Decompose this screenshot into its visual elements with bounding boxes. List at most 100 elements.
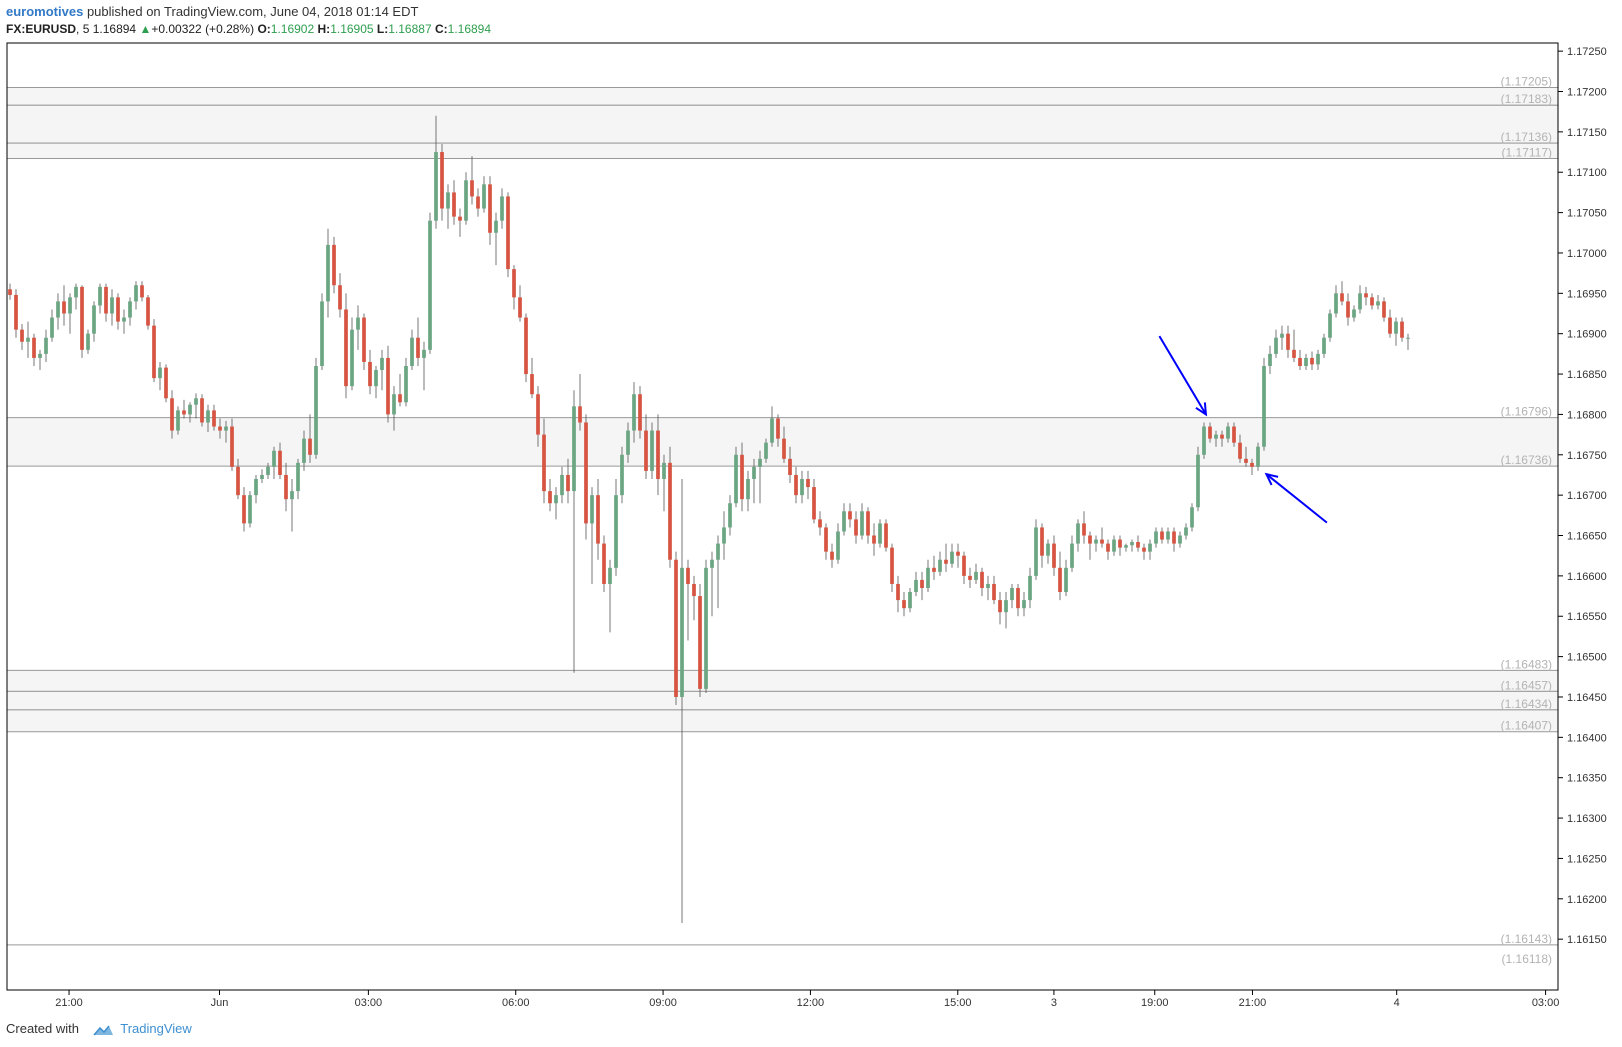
price-change: +0.00322 (+0.28%)	[151, 22, 255, 36]
candle-body	[902, 600, 906, 609]
candle-body	[1256, 446, 1260, 467]
arrow-head	[1264, 472, 1279, 486]
candle-body	[1160, 531, 1164, 540]
interval: 5	[82, 22, 90, 36]
candle-body	[950, 551, 954, 564]
candle-body	[1100, 539, 1104, 544]
candle	[1070, 535, 1074, 572]
candle-body	[1298, 357, 1302, 366]
candle	[1028, 567, 1032, 609]
candle-body	[1214, 434, 1218, 439]
footer: Created with TradingView	[6, 1020, 192, 1038]
annotation-arrow-1[interactable]	[1264, 472, 1328, 524]
candle-body	[1016, 587, 1020, 609]
candle	[200, 394, 204, 427]
candle	[434, 115, 438, 229]
candle-body	[1076, 523, 1080, 544]
candle-body	[320, 301, 324, 366]
candle-body	[1400, 321, 1404, 338]
candle	[218, 418, 222, 439]
candle	[176, 406, 180, 435]
candle-body	[794, 474, 798, 496]
arrow-shaft	[1158, 335, 1207, 415]
candle-body	[392, 394, 396, 415]
candle	[404, 357, 408, 407]
candle	[1364, 286, 1368, 306]
candle	[1082, 511, 1086, 544]
candle-body	[1244, 458, 1248, 463]
annotation-arrow-0[interactable]	[1158, 335, 1208, 417]
author-link[interactable]: euromotives	[6, 4, 84, 19]
plot-area-border	[6, 42, 1559, 991]
candle-body	[704, 567, 708, 689]
candle-body	[1292, 349, 1296, 358]
candle-body	[1208, 426, 1212, 439]
candle	[1016, 583, 1020, 617]
candle	[56, 293, 60, 330]
candle-body	[818, 519, 822, 528]
candle	[1340, 281, 1344, 306]
candle	[1388, 309, 1392, 338]
candle	[194, 393, 198, 419]
candle	[1088, 531, 1092, 560]
candle-body	[380, 357, 384, 371]
candle	[1100, 527, 1104, 548]
candle-body	[152, 325, 156, 379]
candle	[1172, 527, 1176, 552]
candle-body	[62, 301, 66, 314]
candle-body	[1202, 426, 1206, 455]
candle-body	[212, 410, 216, 427]
candle	[1238, 434, 1242, 463]
candle-body	[824, 527, 828, 552]
candle	[224, 420, 228, 443]
candle	[1280, 325, 1284, 350]
candle	[1058, 551, 1062, 601]
tradingview-link[interactable]: TradingView	[120, 1021, 192, 1036]
candle	[1136, 535, 1140, 552]
candle-body	[206, 410, 210, 423]
candle	[1382, 297, 1386, 322]
candle-body	[188, 404, 192, 415]
price-tick-label: 1.16850	[1567, 369, 1607, 381]
high-label: H:	[317, 22, 331, 36]
candle	[362, 313, 366, 371]
candle-body	[1196, 454, 1200, 508]
candle-body	[1238, 442, 1242, 459]
candle	[1286, 325, 1290, 358]
candle	[1274, 329, 1278, 358]
zone-0	[7, 87, 1558, 106]
price-tick-label: 1.16800	[1567, 409, 1607, 421]
candle	[998, 592, 1002, 625]
candle	[932, 555, 936, 580]
candle	[1376, 294, 1380, 310]
level-label: (1.17117)	[1502, 146, 1552, 160]
price-axis[interactable]: 1.17250 1.17200 1.17150 1.17100 1.17050 1.170…	[1558, 46, 1607, 946]
candle	[992, 575, 996, 605]
candle	[20, 324, 24, 350]
candle-body	[1064, 567, 1068, 593]
candle	[866, 507, 870, 544]
candle-body	[314, 365, 318, 455]
candle	[716, 535, 720, 609]
candle	[1154, 527, 1158, 548]
candle-body	[1040, 527, 1044, 556]
candle	[266, 462, 270, 480]
candle-body	[1148, 543, 1152, 552]
candle-body	[1262, 365, 1266, 447]
candle	[1160, 527, 1164, 544]
candle	[824, 523, 828, 560]
candle-body	[986, 583, 990, 588]
candle-body	[842, 511, 846, 532]
time-tick-label: 12:00	[797, 997, 825, 1009]
candle-body	[932, 567, 936, 572]
candle-body	[26, 337, 30, 342]
candle	[758, 450, 762, 504]
candle-body	[734, 454, 738, 504]
candle	[854, 511, 858, 544]
candle	[452, 180, 456, 225]
candle-body	[542, 434, 546, 492]
candle-body	[506, 196, 510, 270]
time-axis[interactable]: 21:00 Jun 03:00 06:00 09:00 12:00 15:00 3 19:00 2…	[55, 990, 1559, 1009]
candle	[1052, 535, 1056, 576]
